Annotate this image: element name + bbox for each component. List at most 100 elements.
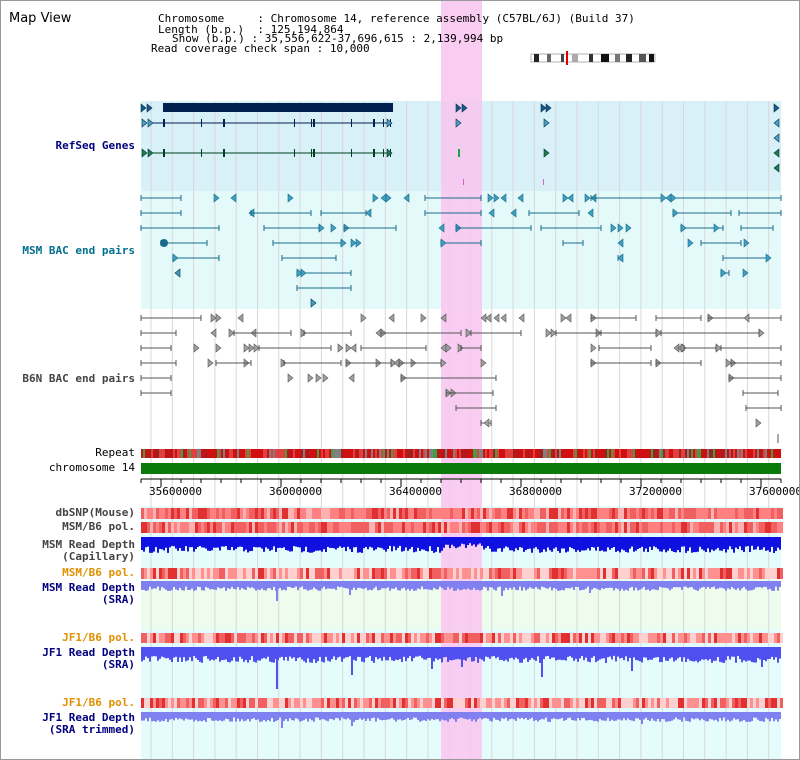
msm-capillary-depth-bar: [185, 537, 187, 547]
gene-arrow: [146, 103, 153, 113]
msm-sra-depth-bar: [457, 581, 459, 589]
msm-b6-pol-stripe: [441, 522, 444, 533]
msm-capillary-depth-bar: [401, 537, 403, 552]
jf1-b6-pol-stripe: [567, 698, 570, 708]
msm-capillary-depth-bar: [625, 537, 627, 552]
jf1-trimmed-depth-bar: [665, 712, 667, 722]
jf1-sra-depth-bar: [643, 647, 645, 658]
track-label-jf1-b6-pol-2[interactable]: JF1/B6 pol.: [62, 696, 135, 709]
jf1-b6-pol-stripe: [690, 633, 693, 643]
dbsnp-stripe: [612, 508, 615, 519]
msm-b6-pol-stripe: [669, 522, 672, 533]
msm-sra-depth-bar: [559, 581, 561, 591]
repeat-segment: [359, 449, 361, 458]
jf1-b6-pol-stripe: [609, 633, 612, 643]
dbsnp-stripe: [477, 508, 480, 519]
dbsnp-stripe: [762, 508, 765, 519]
jf1-b6-pol-stripe: [597, 698, 600, 708]
track-label-dbsnp[interactable]: dbSNP(Mouse): [55, 506, 135, 519]
repeat-segment: [533, 449, 535, 458]
dbsnp-stripe: [615, 508, 618, 519]
track-label-jf1-depth-sra[interactable]: JF1 Read Depth (SRA): [42, 647, 135, 671]
repeat-segment: [605, 449, 607, 458]
msm-sra-depth-bar: [281, 581, 283, 591]
msm-b6-pol-stripe: [600, 568, 603, 579]
repeat-segment: [297, 449, 299, 458]
msm-sra-depth-bar: [713, 581, 715, 587]
msm-sra-depth-bar: [141, 581, 143, 590]
msm-capillary-depth-bar: [685, 537, 687, 553]
repeat-segment: [489, 449, 491, 458]
dbsnp-stripe: [306, 508, 309, 519]
repeat-segment: [275, 449, 277, 458]
msm-b6-pol-stripe: [333, 522, 336, 533]
msm-bac-pair-arrow: [587, 208, 594, 218]
ideogram-band: [547, 54, 551, 62]
jf1-b6-pol-stripe: [492, 633, 495, 643]
repeat-segment: [159, 449, 161, 458]
msm-b6-pol-stripe: [750, 568, 753, 579]
track-label-jf1-b6-pol-1[interactable]: JF1/B6 pol.: [62, 631, 135, 644]
track-label-jf1-depth-trimmed[interactable]: JF1 Read Depth (SRA trimmed): [42, 712, 135, 736]
jf1-sra-depth-bar: [177, 647, 179, 662]
repeat-segment: [595, 449, 597, 458]
msm-sra-depth-bar: [267, 581, 269, 589]
jf1-b6-pol-stripe: [252, 698, 255, 708]
jf1-b6-pol-stripe: [372, 633, 375, 643]
msm-capillary-depth-bar: [383, 537, 385, 550]
msm-b6-pol-stripe: [705, 568, 708, 579]
dbsnp-stripe: [654, 508, 657, 519]
msm-sra-depth-bar: [751, 581, 753, 591]
msm-capillary-depth-bar: [515, 537, 517, 549]
msm-b6-pol-stripe: [426, 522, 429, 533]
track-label-msm-b6-pol-1[interactable]: MSM/B6 pol.: [62, 520, 135, 533]
repeat-segment: [771, 449, 773, 458]
jf1-b6-pol-stripe: [636, 698, 639, 708]
msm-capillary-depth-bar: [693, 537, 695, 553]
jf1-b6-pol-stripe: [732, 633, 735, 643]
jf1-sra-depth-bar: [571, 647, 573, 658]
track-label-msm-depth-sra[interactable]: MSM Read Depth (SRA): [42, 582, 135, 606]
track-label-msm-depth-capillary[interactable]: MSM Read Depth (Capillary): [42, 539, 135, 563]
jf1-sra-depth-bar: [481, 647, 483, 660]
repeat-segment: [375, 449, 377, 458]
msm-b6-pol-stripe: [546, 568, 549, 579]
track-label-chromosome[interactable]: chromosome 14: [48, 461, 135, 474]
msm-bac-pair-arrow: [372, 193, 379, 203]
msm-b6-pol-stripe: [282, 568, 285, 579]
jf1-b6-pol-stripe: [624, 633, 627, 643]
track-label-b6n-bac[interactable]: B6N BAC end pairs: [22, 372, 135, 385]
msm-capillary-depth-bar: [597, 537, 599, 547]
track-label-msm-bac[interactable]: MSM BAC end pairs: [22, 244, 135, 257]
msm-b6-pol-stripe: [390, 568, 393, 579]
dbsnp-stripe: [318, 508, 321, 519]
msm-b6-pol-stripe: [474, 568, 477, 579]
jf1-trimmed-depth-bar: [699, 712, 701, 721]
msm-sra-depth-bar: [367, 581, 369, 591]
msm-capillary-depth-bar: [425, 537, 427, 551]
repeat-segment: [299, 449, 301, 458]
msm-capillary-depth-bar: [505, 537, 507, 547]
msm-b6-pol-stripe: [291, 568, 294, 579]
msm-sra-depth-bar: [621, 581, 623, 589]
jf1-b6-pol-stripe: [345, 633, 348, 643]
msm-b6-pol-stripe: [492, 568, 495, 579]
msm-b6-pol-stripe: [291, 522, 294, 533]
repeat-segment: [635, 449, 637, 458]
msm-capillary-depth-bar: [715, 537, 717, 550]
jf1-b6-pol-stripe: [381, 698, 384, 708]
msm-sra-depth-bar: [289, 581, 291, 587]
jf1-b6-pol-stripe: [699, 698, 702, 708]
msm-sra-depth-bar: [381, 581, 383, 589]
gene-arrow: [386, 118, 393, 128]
msm-b6-pol-stripe: [615, 568, 618, 579]
track-label-refseq[interactable]: RefSeq Genes: [55, 139, 135, 152]
track-label-msm-b6-pol-2[interactable]: MSM/B6 pol.: [62, 566, 135, 579]
msm-b6-pol-stripe: [633, 522, 636, 533]
jf1-b6-pol-stripe: [210, 698, 213, 708]
jf1-trimmed-depth-bar: [597, 712, 599, 722]
jf1-b6-pol-stripe: [564, 633, 567, 643]
track-label-repeat[interactable]: Repeat: [95, 446, 135, 459]
msm-b6-pol-stripe: [141, 522, 144, 533]
